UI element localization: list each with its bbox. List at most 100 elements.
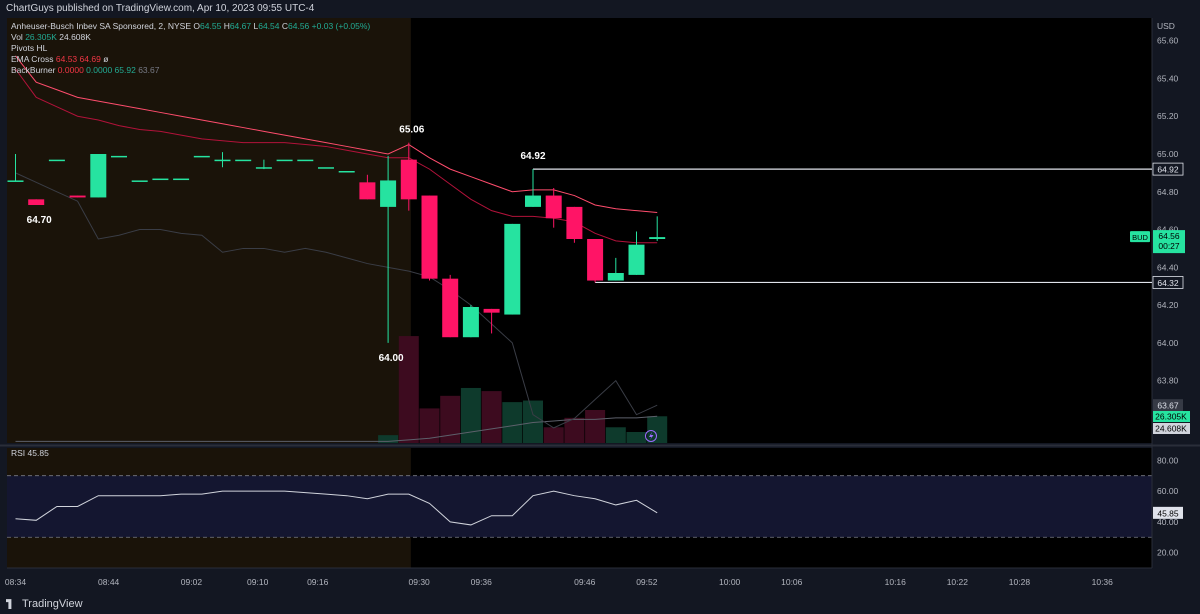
- ema-legend[interactable]: EMA Cross 64.53 64.69 ø: [11, 54, 108, 65]
- low-label: L: [253, 21, 259, 31]
- time-axis-tick: 10:16: [885, 577, 907, 587]
- volume-bar: [605, 427, 626, 443]
- pivots-legend[interactable]: Pivots HL: [11, 43, 47, 54]
- candle-body: [587, 239, 604, 281]
- volume-value: 26.305K: [25, 32, 57, 42]
- backburner-tag-text: 63.67: [1157, 401, 1179, 411]
- rsi-tag-text: 45.85: [1157, 508, 1179, 518]
- candle-body: [28, 199, 45, 205]
- pivot-label: 64.00: [379, 353, 404, 364]
- volume-bar: [523, 400, 543, 443]
- candle-body: [276, 159, 293, 162]
- candle-body: [152, 178, 169, 181]
- volume-ma-tag-text: 24.608K: [1155, 424, 1187, 434]
- premarket-shading: [7, 18, 411, 443]
- time-axis-tick: 10:28: [1009, 577, 1031, 587]
- brand-label: TradingView: [22, 598, 83, 610]
- candle-body: [400, 159, 417, 200]
- rsi-tag: [1153, 506, 1183, 519]
- rsi-label: RSI: [11, 448, 26, 458]
- close-label: C: [281, 21, 289, 31]
- lightning-icon: [645, 430, 657, 442]
- change-value: +0.03 (+0.05%): [311, 21, 371, 31]
- candle-body: [462, 307, 479, 338]
- candle-body: [359, 182, 376, 200]
- backburner-legend[interactable]: BackBurner 0.0000 0.0000 65.92 63.67: [11, 65, 159, 76]
- candle-body: [131, 180, 148, 182]
- candle-body: [421, 195, 438, 279]
- time-axis-tick: 09:36: [471, 577, 493, 587]
- volume-bar: [543, 427, 564, 443]
- time-axis-tick: 09:16: [307, 577, 329, 587]
- rsi-legend[interactable]: RSI 45.85: [11, 448, 49, 459]
- time-axis-tick: 09:52: [636, 577, 658, 587]
- candle-body: [649, 237, 666, 239]
- price-tag: [1153, 230, 1185, 254]
- published-text: ChartGuys published on TradingView.com, …: [6, 3, 315, 14]
- pivots-label: Pivots HL: [11, 43, 48, 53]
- candle-body: [48, 159, 65, 162]
- open-value: 64.55: [200, 21, 222, 31]
- candle-body: [607, 273, 624, 281]
- backburner-line: [15, 172, 658, 429]
- candle-body: [235, 159, 252, 162]
- volume-legend[interactable]: Vol 26.305K 24.608K: [11, 32, 91, 43]
- candle-body: [442, 278, 459, 338]
- volume-tag: [1153, 411, 1190, 422]
- time-axis-tick: 10:36: [1092, 577, 1114, 587]
- tradingview-logo[interactable]: TradingView: [6, 594, 83, 614]
- footer-bar: TradingView: [0, 594, 1200, 614]
- time-axis-tick: 10:22: [947, 577, 969, 587]
- candle-body: [525, 195, 541, 207]
- price-axis-tick: 64.60: [1157, 225, 1179, 235]
- volume-label: Vol: [11, 32, 23, 42]
- candle-body: [111, 155, 127, 158]
- volume-bar: [419, 408, 440, 443]
- price-axis-tick: 65.40: [1157, 73, 1179, 83]
- pivot-level-tag-text: 64.32: [1157, 278, 1179, 288]
- candle-body: [193, 155, 210, 158]
- candle-body: [483, 308, 500, 313]
- rsi-axis-tick: 40.00: [1157, 517, 1179, 527]
- pivot-level-tag: [1152, 162, 1184, 176]
- backburner-value-3: 65.92: [114, 65, 136, 75]
- candle-body: [255, 167, 272, 169]
- volume-ma-value: 24.608K: [59, 32, 91, 42]
- ema-slow-line: [15, 55, 658, 214]
- backburner-value-2: 0.0000: [86, 65, 113, 75]
- symbol-tag-text: BUD: [1132, 233, 1148, 242]
- candle-body: [338, 171, 355, 173]
- symbol-legend[interactable]: Anheuser-Busch Inbev SA Sponsored, 2, NY…: [11, 21, 370, 32]
- pivot-level-tag: [1152, 276, 1184, 289]
- backburner-value-4: 63.67: [138, 65, 160, 75]
- price-chart[interactable]: 65.60 65.40 65.20 65.00 64.80 64.60 64.40 64.20…: [0, 0, 1200, 594]
- volume-bar: [647, 416, 668, 443]
- open-label: O: [193, 21, 201, 31]
- tradingview-logo-icon: [6, 599, 12, 610]
- price-axis-tick: 65.60: [1157, 36, 1179, 46]
- backburner-label: BackBurner: [11, 65, 56, 75]
- rsi-axis-tick: 80.00: [1157, 455, 1179, 465]
- price-axis-tick: 65.20: [1157, 111, 1179, 121]
- price-axis-tick: 64.40: [1157, 262, 1179, 272]
- pivot-label: 65.06: [399, 125, 424, 136]
- backburner-tag: [1153, 399, 1183, 412]
- volume-ma-line: [15, 415, 658, 442]
- time-axis-tick: 08:34: [5, 577, 27, 587]
- time-axis-tick: 10:00: [719, 577, 741, 587]
- candle-body: [69, 195, 86, 198]
- volume-bar: [585, 409, 606, 443]
- high-label: H: [223, 21, 230, 31]
- volume-bar: [502, 402, 523, 443]
- candle-body: [566, 206, 583, 239]
- time-axis-tick: 09:02: [181, 577, 203, 587]
- pivot-level-tag-text: 64.92: [1157, 165, 1179, 175]
- ema-label: EMA Cross: [11, 54, 54, 64]
- currency-label: USD: [1157, 21, 1175, 31]
- pivot-label: 64.70: [27, 215, 52, 226]
- time-axis-tick: 09:46: [574, 577, 596, 587]
- high-value: 64.67: [229, 21, 252, 31]
- price-axis-tick: 64.80: [1157, 187, 1179, 197]
- symbol-title: Anheuser-Busch Inbev SA Sponsored, 2, NY…: [11, 21, 192, 31]
